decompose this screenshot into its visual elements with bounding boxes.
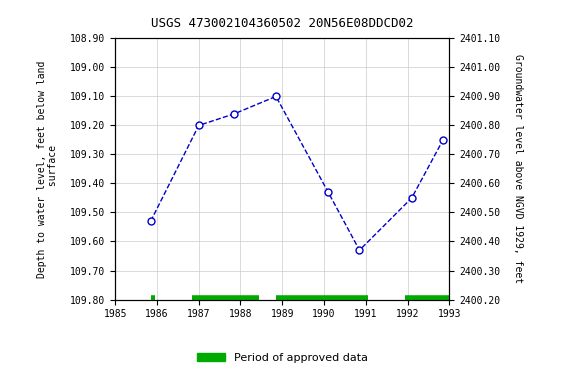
Y-axis label: Groundwater level above NGVD 1929, feet: Groundwater level above NGVD 1929, feet bbox=[513, 55, 523, 283]
Legend: Period of approved data: Period of approved data bbox=[192, 348, 372, 367]
Title: USGS 473002104360502 20N56E08DDCD02: USGS 473002104360502 20N56E08DDCD02 bbox=[151, 17, 414, 30]
Y-axis label: Depth to water level, feet below land
 surface: Depth to water level, feet below land su… bbox=[37, 60, 58, 278]
